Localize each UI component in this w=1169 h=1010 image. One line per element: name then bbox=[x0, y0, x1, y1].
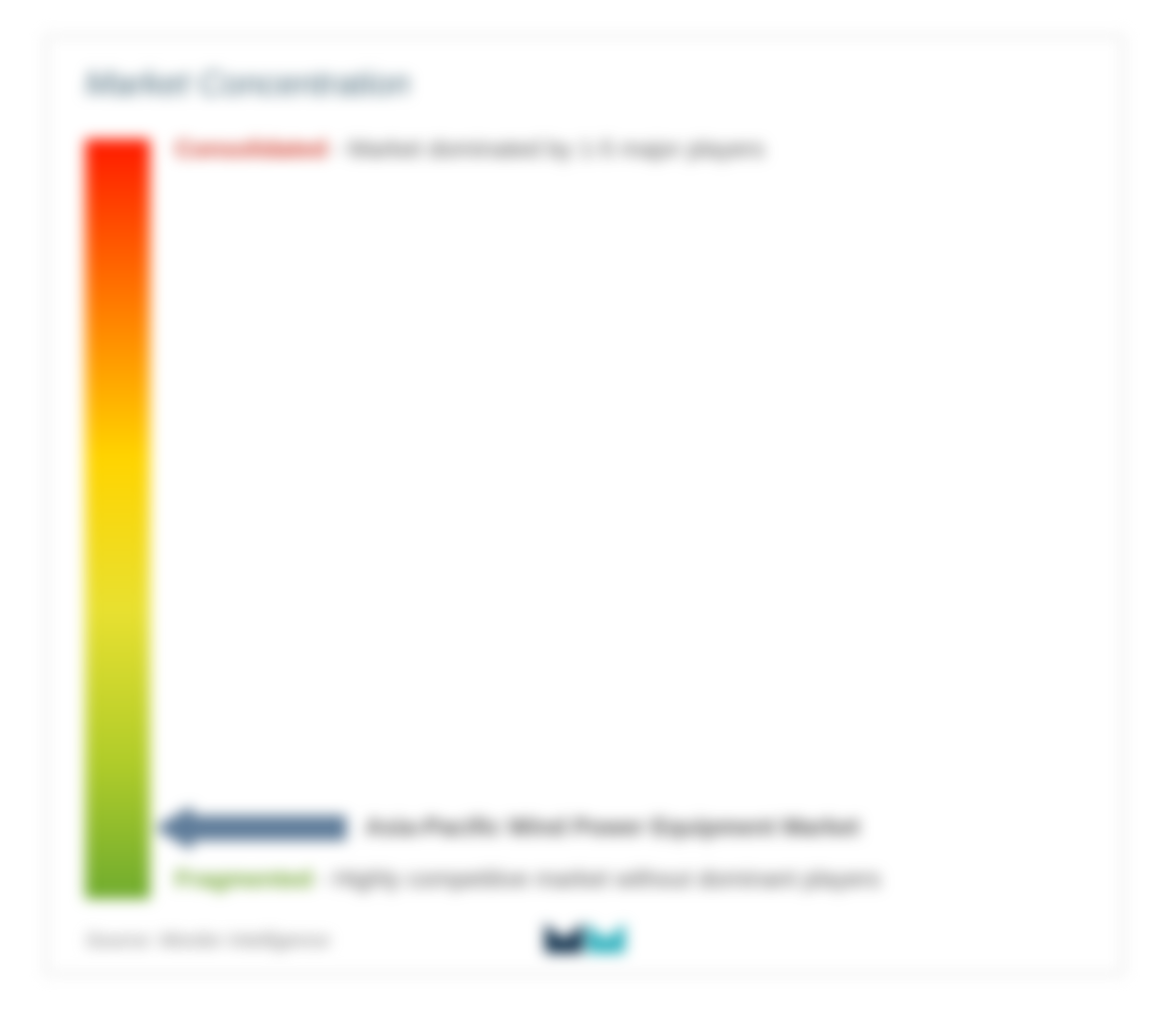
market-row: Asia-Pacific Wind Power Equipment Market bbox=[157, 806, 860, 850]
fragmented-highlight: Fragmented bbox=[175, 866, 312, 893]
consolidated-highlight: Consolidated bbox=[175, 136, 327, 163]
consolidated-text: - Market dominated by 1-5 major players bbox=[334, 136, 765, 163]
market-arrow bbox=[157, 806, 347, 850]
consolidated-label: Consolidated - Market dominated by 1-5 m… bbox=[175, 136, 765, 164]
source-text: Source: Mordor Intelligence bbox=[85, 930, 330, 953]
gradient-scale bbox=[85, 139, 150, 899]
chart-container: Market Concentration Consolidated - Mark… bbox=[45, 35, 1124, 975]
fragmented-text: - Highly competitive market without domi… bbox=[319, 866, 881, 893]
labels-area: Consolidated - Market dominated by 1-5 m… bbox=[175, 134, 1084, 894]
fragmented-label: Fragmented - Highly competitive market w… bbox=[175, 866, 881, 894]
chart-title: Market Concentration bbox=[85, 65, 1084, 104]
brand-logo bbox=[540, 915, 630, 957]
content-area: Consolidated - Market dominated by 1-5 m… bbox=[85, 134, 1084, 914]
market-name: Asia-Pacific Wind Power Equipment Market bbox=[365, 814, 860, 842]
